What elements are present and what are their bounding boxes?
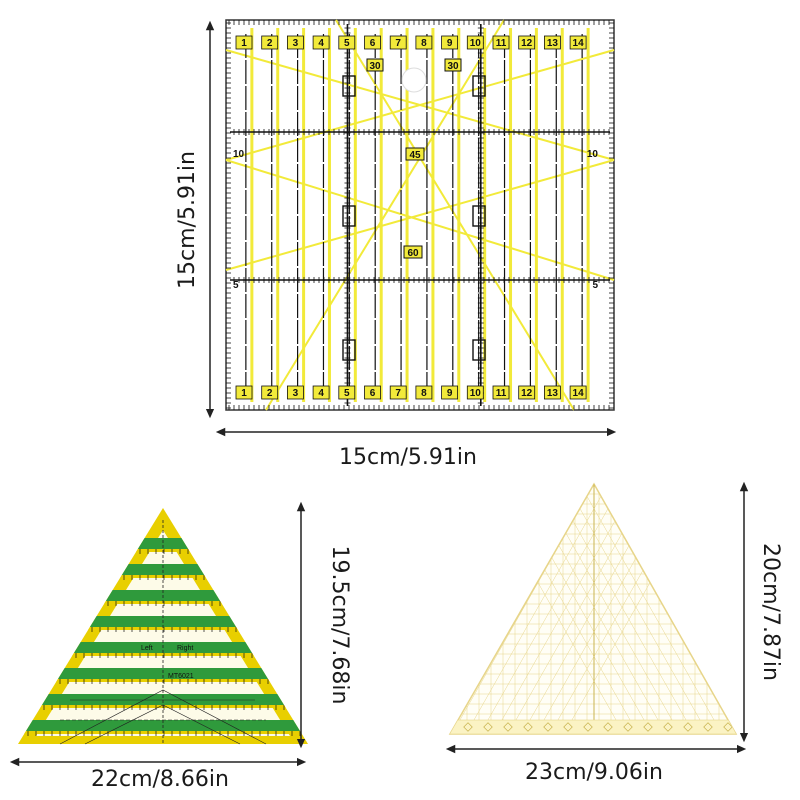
angle-label-30-left: 30 xyxy=(369,61,381,72)
bottom-number: 7 xyxy=(395,388,401,399)
bottom-number: 1 xyxy=(241,388,247,399)
top-number: 10 xyxy=(470,38,482,49)
top-number: 7 xyxy=(395,38,401,49)
bottom-number: 2 xyxy=(267,388,273,399)
bottom-number: 3 xyxy=(293,388,299,399)
top-number: 6 xyxy=(370,38,376,49)
top-number: 1 xyxy=(241,38,247,49)
bottom-number: 12 xyxy=(521,388,533,399)
square-width-label: 15cm/5.91in xyxy=(339,445,477,470)
triangle-ruler-clear xyxy=(448,482,738,735)
top-number: 14 xyxy=(573,38,585,49)
clear-triangle-width-label: 23cm/9.06in xyxy=(525,760,663,785)
top-number: 4 xyxy=(318,38,324,49)
square-ruler-grid xyxy=(225,19,615,411)
side-number-left-10: 10 xyxy=(233,149,245,160)
square-ruler: 10 10 5 5 30 30 45 60 1 2 3 4 5 6 7 8 9 10 11 12 13 1… xyxy=(225,19,615,411)
triangle-ruler-yellow: Left Right MT6021 xyxy=(18,508,308,745)
bottom-number: 9 xyxy=(447,388,453,399)
yellow-triangle-width-label: 22cm/8.66in xyxy=(91,767,229,792)
side-number-right-10: 10 xyxy=(587,149,599,160)
left-text: Left xyxy=(141,645,153,652)
bottom-number: 14 xyxy=(573,388,585,399)
top-number: 3 xyxy=(293,38,299,49)
model-text: MT6021 xyxy=(168,673,194,680)
right-text: Right xyxy=(177,645,193,652)
angle-label-30-right: 30 xyxy=(447,61,459,72)
square-height-label: 15cm/5.91in xyxy=(175,151,200,289)
bottom-number: 11 xyxy=(496,388,507,399)
top-number: 9 xyxy=(447,38,453,49)
top-number: 12 xyxy=(521,38,533,49)
top-number: 13 xyxy=(547,38,559,49)
bottom-number: 10 xyxy=(470,388,482,399)
top-number: 11 xyxy=(496,38,507,49)
top-number: 2 xyxy=(267,38,273,49)
clear-triangle-height-label: 20cm/7.87in xyxy=(758,543,783,681)
side-number-right-5: 5 xyxy=(592,280,598,291)
square-ruler-numbers: 10 10 5 5 30 30 45 60 1 2 3 4 5 6 7 8 9 10 11 12 13 1… xyxy=(233,35,599,400)
bottom-number: 6 xyxy=(370,388,376,399)
bottom-number: 4 xyxy=(318,388,324,399)
top-number: 8 xyxy=(421,38,427,49)
bottom-number: 8 xyxy=(421,388,427,399)
side-number-left-5: 5 xyxy=(233,280,239,291)
bottom-number: 13 xyxy=(547,388,559,399)
bottom-number: 5 xyxy=(344,388,350,399)
top-number: 5 xyxy=(344,38,350,49)
angle-label-45: 45 xyxy=(409,150,421,161)
angle-label-60: 60 xyxy=(407,248,419,259)
yellow-triangle-height-label: 19.5cm/7.68in xyxy=(327,546,352,705)
